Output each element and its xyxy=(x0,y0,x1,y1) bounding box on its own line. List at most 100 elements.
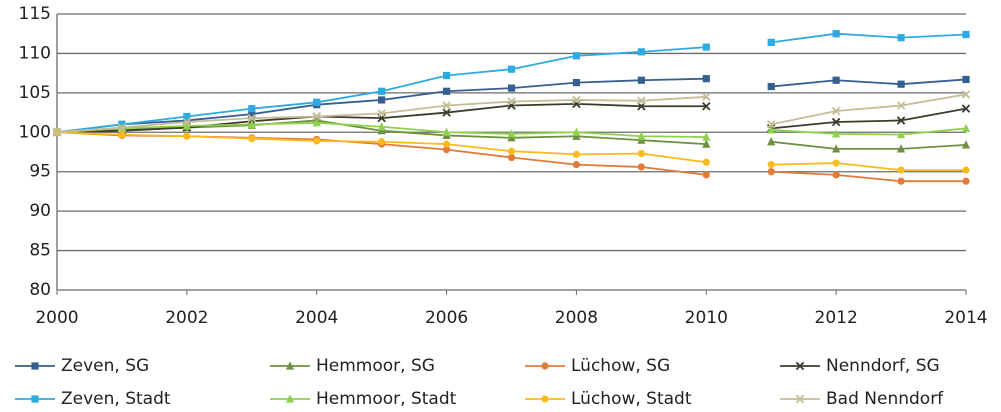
marker xyxy=(767,125,776,134)
marker xyxy=(702,171,710,179)
marker xyxy=(897,166,905,174)
legend-marker xyxy=(795,394,805,404)
marker xyxy=(962,30,970,39)
marker xyxy=(962,177,970,185)
legend-marker xyxy=(285,361,295,370)
y-tick-label: 100 xyxy=(19,122,51,142)
legend-marker xyxy=(541,362,549,370)
marker xyxy=(767,168,775,176)
marker xyxy=(572,52,581,60)
marker xyxy=(766,120,776,129)
marker xyxy=(507,153,516,162)
marker xyxy=(961,104,971,113)
marker xyxy=(961,123,971,132)
legend-label: Lüchow, SG xyxy=(571,356,670,376)
x-tick-label: 2008 xyxy=(555,308,598,328)
marker xyxy=(572,79,581,87)
marker xyxy=(247,119,256,128)
marker xyxy=(313,137,321,145)
marker xyxy=(702,132,711,141)
marker xyxy=(961,140,971,149)
marker xyxy=(572,161,581,169)
marker xyxy=(832,171,840,179)
marker xyxy=(312,112,321,121)
marker xyxy=(896,116,906,125)
marker xyxy=(183,132,191,140)
y-tick-label: 115 xyxy=(19,4,51,24)
legend-marker xyxy=(285,394,295,403)
marker xyxy=(507,84,516,92)
legend-label: Nenndorf, SG xyxy=(826,356,940,376)
x-tick-label: 2006 xyxy=(425,308,468,328)
marker xyxy=(572,95,581,105)
marker xyxy=(897,34,905,42)
marker xyxy=(637,163,645,171)
marker xyxy=(442,108,451,117)
marker xyxy=(377,122,386,131)
marker xyxy=(507,129,516,138)
marker xyxy=(832,76,840,84)
marker xyxy=(118,131,126,139)
marker xyxy=(378,87,386,95)
marker xyxy=(896,101,906,110)
marker xyxy=(442,87,451,95)
legend-label: Hemmoor, SG xyxy=(316,356,435,376)
marker xyxy=(117,123,127,132)
marker xyxy=(897,80,905,88)
x-tick-label: 2004 xyxy=(295,308,338,328)
marker xyxy=(313,98,321,106)
legend-marker xyxy=(795,361,805,371)
marker xyxy=(377,109,386,118)
marker xyxy=(183,112,191,121)
marker xyxy=(637,96,646,105)
y-tick-label: 95 xyxy=(29,162,51,182)
marker xyxy=(702,92,711,102)
series-line xyxy=(56,32,967,134)
marker xyxy=(767,137,776,146)
marker xyxy=(896,130,906,139)
marker xyxy=(442,127,451,136)
marker xyxy=(962,166,970,174)
marker xyxy=(52,128,62,137)
marker xyxy=(248,105,256,113)
marker xyxy=(831,106,841,116)
marker xyxy=(248,110,256,118)
marker xyxy=(832,159,840,167)
y-tick-label: 110 xyxy=(19,43,51,63)
x-tick-label: 2010 xyxy=(685,308,728,328)
legend-label: Zeven, Stadt xyxy=(61,389,171,409)
legend-label: Zeven, SG xyxy=(61,356,149,376)
marker xyxy=(312,118,321,127)
marker xyxy=(767,38,775,46)
marker xyxy=(962,75,970,84)
marker xyxy=(507,147,516,155)
marker xyxy=(442,101,451,110)
marker xyxy=(507,65,516,73)
marker xyxy=(378,138,386,146)
marker xyxy=(831,117,841,127)
marker xyxy=(572,150,581,158)
marker xyxy=(507,97,516,106)
marker xyxy=(637,131,646,140)
x-tick-label: 2012 xyxy=(815,308,858,328)
marker xyxy=(702,75,710,83)
marker xyxy=(442,146,451,154)
marker xyxy=(247,113,257,123)
marker xyxy=(637,48,645,56)
x-tick-label: 2000 xyxy=(35,308,78,328)
marker xyxy=(637,76,645,84)
legend-marker xyxy=(31,362,39,370)
marker xyxy=(832,30,840,38)
legend-label: Hemmoor, Stadt xyxy=(316,389,457,409)
legend-label: Bad Nenndorf xyxy=(826,389,944,409)
marker xyxy=(572,127,581,136)
marker xyxy=(897,177,905,185)
marker xyxy=(961,90,971,99)
marker xyxy=(183,116,191,125)
marker xyxy=(896,144,906,153)
marker xyxy=(637,149,645,158)
y-tick-label: 105 xyxy=(19,83,51,103)
legend-label: Lüchow, Stadt xyxy=(571,389,692,409)
y-tick-label: 80 xyxy=(29,280,51,300)
